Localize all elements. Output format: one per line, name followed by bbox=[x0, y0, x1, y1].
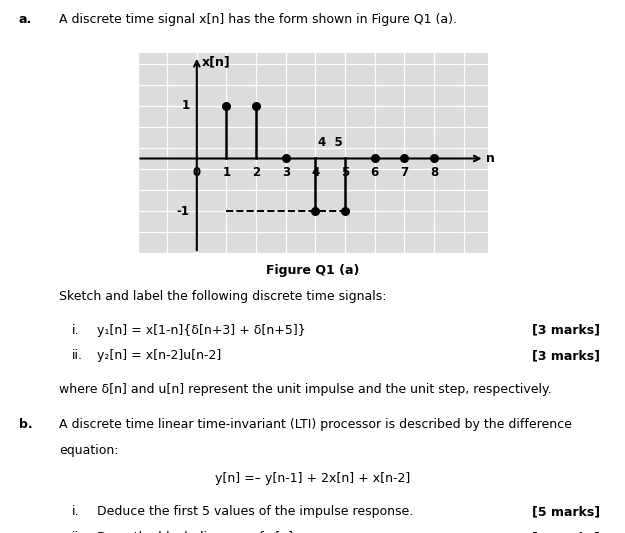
Text: Draw the block diagram of y[n].: Draw the block diagram of y[n]. bbox=[97, 531, 297, 533]
Text: [3 marks]: [3 marks] bbox=[532, 349, 600, 362]
Text: 0: 0 bbox=[192, 166, 201, 180]
Text: y₁[n] = x[1-n]{δ[n+3] + δ[n+5]}: y₁[n] = x[1-n]{δ[n+3] + δ[n+5]} bbox=[97, 324, 306, 337]
Text: 1: 1 bbox=[181, 99, 189, 112]
Text: ii.: ii. bbox=[72, 349, 83, 362]
Text: n: n bbox=[486, 152, 495, 165]
Text: 2: 2 bbox=[252, 166, 260, 180]
Text: 3: 3 bbox=[282, 166, 290, 180]
Text: [3 marks]: [3 marks] bbox=[532, 324, 600, 337]
Text: A discrete time linear time-invariant (LTI) processor is described by the differ: A discrete time linear time-invariant (L… bbox=[59, 418, 572, 431]
Text: 8: 8 bbox=[430, 166, 438, 180]
Text: 4  5: 4 5 bbox=[318, 136, 342, 149]
Text: 1: 1 bbox=[222, 166, 231, 180]
Text: ii.: ii. bbox=[72, 531, 83, 533]
Text: equation:: equation: bbox=[59, 444, 119, 457]
Text: y[n] =– y[n-1] + 2x[n] + x[n-2]: y[n] =– y[n-1] + 2x[n] + x[n-2] bbox=[215, 472, 410, 485]
Text: 7: 7 bbox=[401, 166, 409, 180]
Text: a.: a. bbox=[19, 13, 32, 26]
Text: x[n]: x[n] bbox=[202, 56, 231, 69]
Text: i.: i. bbox=[72, 324, 79, 337]
Text: 4: 4 bbox=[311, 166, 319, 180]
Text: -1: -1 bbox=[176, 205, 189, 217]
Text: b.: b. bbox=[19, 418, 32, 431]
Text: Sketch and label the following discrete time signals:: Sketch and label the following discrete … bbox=[59, 290, 387, 303]
Text: i.: i. bbox=[72, 505, 79, 519]
Text: [2 marks]: [2 marks] bbox=[532, 531, 600, 533]
Text: A discrete time signal x[n] has the form shown in Figure Q1 (a).: A discrete time signal x[n] has the form… bbox=[59, 13, 458, 26]
Text: Figure Q1 (a): Figure Q1 (a) bbox=[266, 264, 359, 277]
Text: 5: 5 bbox=[341, 166, 349, 180]
Text: where δ[n] and u[n] represent the unit impulse and the unit step, respectively.: where δ[n] and u[n] represent the unit i… bbox=[59, 383, 552, 395]
Text: 6: 6 bbox=[371, 166, 379, 180]
Text: Deduce the first 5 values of the impulse response.: Deduce the first 5 values of the impulse… bbox=[97, 505, 413, 519]
Text: y₂[n] = x[n-2]u[n-2]: y₂[n] = x[n-2]u[n-2] bbox=[97, 349, 221, 362]
Text: [5 marks]: [5 marks] bbox=[532, 505, 600, 519]
